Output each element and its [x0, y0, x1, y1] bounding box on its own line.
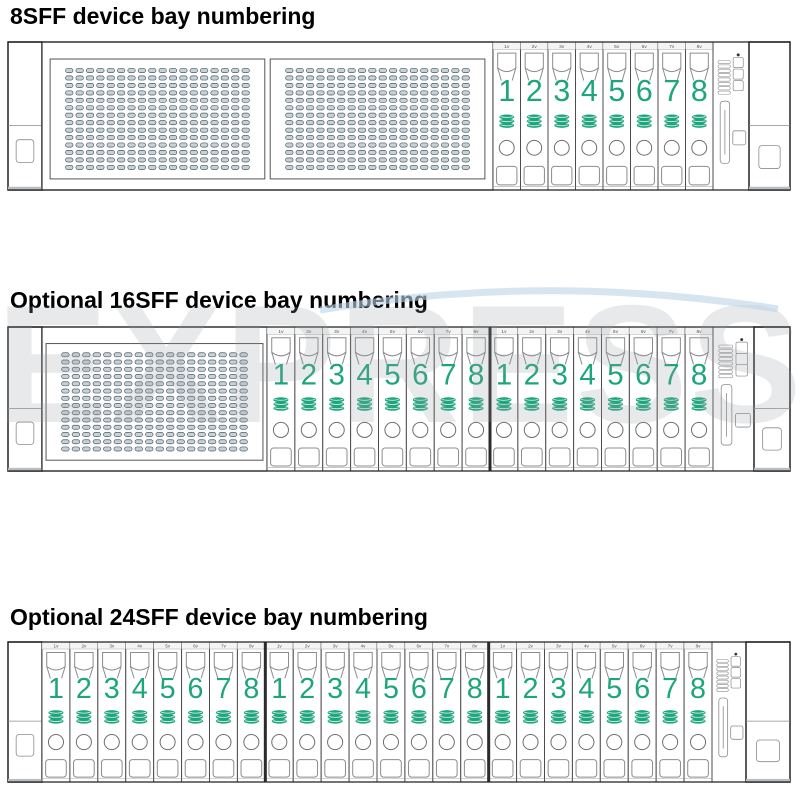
svg-text:4: 4	[581, 75, 598, 108]
svg-text:6: 6	[636, 75, 653, 108]
svg-text:7: 7	[663, 75, 680, 108]
svg-text:7: 7	[662, 673, 678, 705]
svg-text:Optional 24SFF device bay numb: Optional 24SFF device bay numbering	[10, 604, 428, 630]
svg-text:2v: 2v	[532, 44, 538, 50]
svg-text:2: 2	[526, 75, 543, 108]
svg-text:2v: 2v	[528, 644, 534, 649]
svg-text:1: 1	[495, 673, 511, 705]
svg-text:6v: 6v	[193, 644, 199, 649]
svg-text:5v: 5v	[612, 644, 618, 649]
svg-text:1v: 1v	[500, 644, 506, 649]
svg-text:6: 6	[411, 673, 427, 705]
svg-text:3: 3	[104, 673, 120, 705]
svg-text:7v: 7v	[221, 644, 227, 649]
svg-text:8v: 8v	[472, 644, 478, 649]
svg-text:2v: 2v	[305, 644, 311, 649]
svg-text:2v: 2v	[81, 644, 87, 649]
svg-text:6v: 6v	[642, 44, 648, 50]
svg-text:3v: 3v	[109, 644, 115, 649]
svg-text:8v: 8v	[696, 644, 702, 649]
svg-text:5: 5	[383, 673, 399, 705]
svg-text:6v: 6v	[640, 644, 646, 649]
svg-text:4v: 4v	[587, 44, 593, 50]
svg-text:8: 8	[690, 673, 706, 705]
svg-text:8: 8	[691, 75, 708, 108]
svg-text:7v: 7v	[668, 644, 674, 649]
svg-text:8v: 8v	[697, 44, 703, 50]
svg-text:3v: 3v	[559, 44, 565, 50]
svg-text:8v: 8v	[249, 644, 255, 649]
svg-text:6: 6	[188, 673, 204, 705]
svg-text:4v: 4v	[137, 644, 143, 649]
svg-text:2: 2	[523, 673, 539, 705]
svg-text:3v: 3v	[333, 644, 339, 649]
svg-text:7: 7	[439, 673, 455, 705]
svg-text:7v: 7v	[444, 644, 450, 649]
svg-text:3: 3	[550, 673, 566, 705]
svg-text:4: 4	[132, 673, 148, 705]
svg-text:1v: 1v	[277, 644, 283, 649]
svg-text:5: 5	[608, 75, 625, 108]
svg-text:4: 4	[578, 673, 594, 705]
svg-text:1: 1	[271, 673, 287, 705]
svg-text:5v: 5v	[389, 644, 395, 649]
svg-text:1v: 1v	[54, 644, 60, 649]
svg-text:5v: 5v	[614, 44, 620, 50]
svg-text:3v: 3v	[556, 644, 562, 649]
svg-text:8: 8	[467, 673, 483, 705]
svg-text:8: 8	[243, 673, 259, 705]
svg-text:1: 1	[498, 75, 515, 108]
svg-text:7: 7	[215, 673, 231, 705]
svg-text:5: 5	[606, 673, 622, 705]
svg-text:3: 3	[553, 75, 570, 108]
svg-text:7v: 7v	[669, 44, 675, 50]
svg-text:4v: 4v	[361, 644, 367, 649]
svg-text:3: 3	[327, 673, 343, 705]
svg-text:6v: 6v	[416, 644, 422, 649]
svg-text:2: 2	[76, 673, 92, 705]
svg-text:1v: 1v	[504, 44, 510, 50]
svg-text:5v: 5v	[165, 644, 171, 649]
svg-text:4: 4	[355, 673, 371, 705]
svg-text:5: 5	[160, 673, 176, 705]
svg-text:1: 1	[48, 673, 64, 705]
svg-text:4v: 4v	[584, 644, 590, 649]
svg-text:8SFF device bay numbering: 8SFF device bay numbering	[10, 3, 315, 29]
svg-text:6: 6	[634, 673, 650, 705]
svg-text:2: 2	[299, 673, 315, 705]
